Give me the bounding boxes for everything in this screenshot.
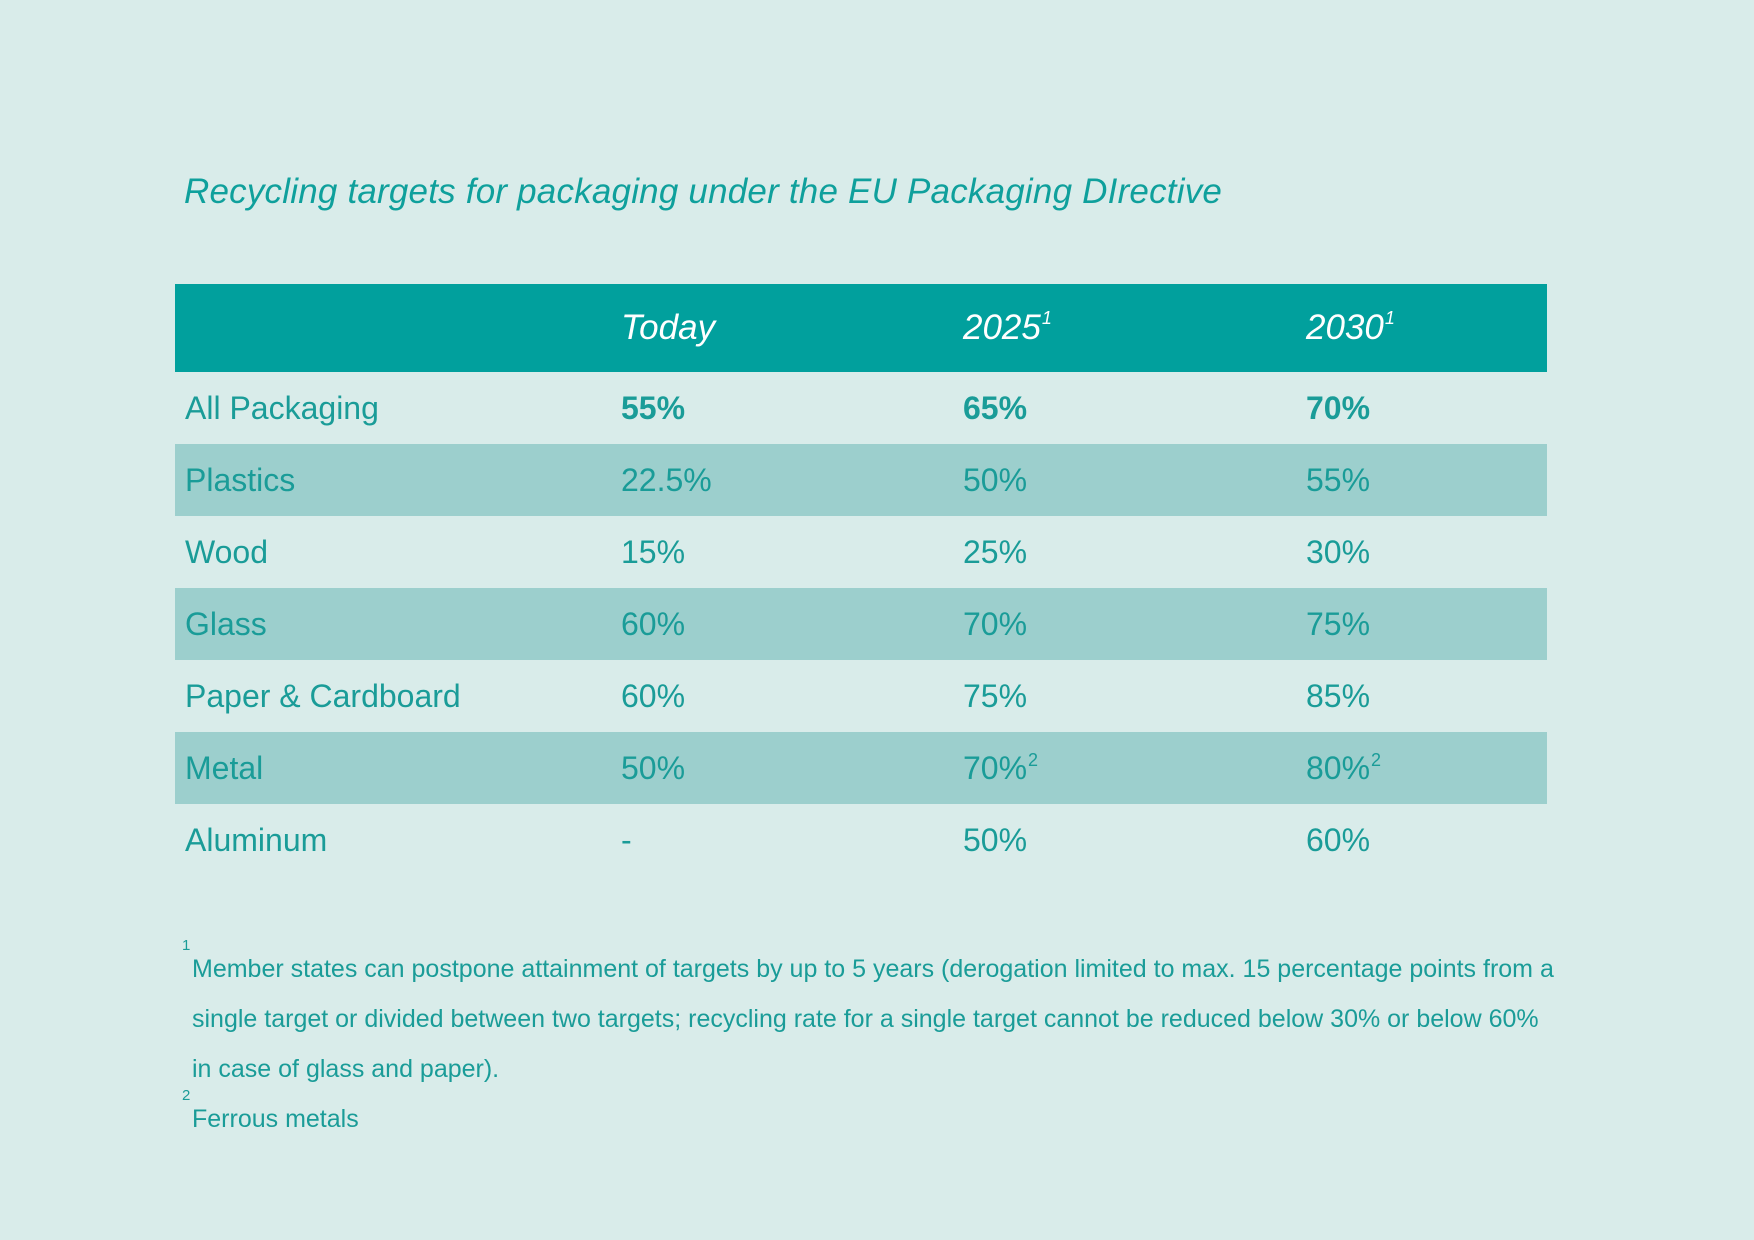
target-2030-cell: 30%: [1306, 533, 1371, 570]
today-cell: 55%: [621, 389, 686, 426]
today-cell: 50%: [621, 749, 686, 786]
target-2025-cell: 70% 2: [963, 749, 1039, 786]
target-2025-cell: 50%: [963, 821, 1028, 858]
today-cell: -: [621, 821, 632, 858]
table-header-row: Today 2025 1 2030 1: [175, 284, 1547, 372]
material-cell: Aluminum: [185, 821, 328, 858]
footnote-ref: 2: [1371, 750, 1382, 770]
today-cell: 60%: [621, 677, 686, 714]
target-2030-cell: 80% 2: [1306, 749, 1382, 786]
target-2025-cell: 25%: [963, 533, 1028, 570]
header-cell-2025: 2025 1: [963, 308, 1052, 347]
footnote-mark: 2: [182, 1087, 191, 1104]
target-2030-cell: 55%: [1306, 461, 1371, 498]
footnote-ref: 2: [1028, 750, 1039, 770]
table-row: Paper & Cardboard 60% 75% 85%: [175, 660, 1547, 732]
table-row: Wood 15% 25% 30%: [175, 516, 1547, 588]
table-title: Recycling targets for packaging under th…: [184, 172, 1223, 211]
footnote-1: 1 Member states can postpone attainment …: [182, 938, 1562, 1094]
table-row: Metal 50% 70% 2 80% 2: [175, 732, 1547, 804]
today-cell: 15%: [621, 533, 686, 570]
table-row: Glass 60% 70% 75%: [175, 588, 1547, 660]
today-cell: 60%: [621, 605, 686, 642]
today-cell: 22.5%: [621, 461, 712, 498]
footnotes: 1 Member states can postpone attainment …: [182, 938, 1562, 1144]
target-2030-cell: 85%: [1306, 677, 1371, 714]
material-cell: Glass: [185, 605, 267, 642]
footnote-ref: 1: [1041, 308, 1052, 328]
target-2025-cell: 50%: [963, 461, 1028, 498]
recycling-targets-table: Today 2025 1 2030 1 All Packaging 55% 65% …: [175, 284, 1547, 876]
footnote-text: Ferrous metals: [192, 1105, 359, 1133]
material-cell: Wood: [185, 533, 269, 570]
table-row: Plastics 22.5% 50% 55%: [175, 444, 1547, 516]
target-2030-cell: 60%: [1306, 821, 1371, 858]
footnote-mark: 1: [182, 937, 191, 954]
material-cell: Metal: [185, 749, 264, 786]
footnote-ref: 1: [1384, 308, 1395, 328]
table-row: Aluminum - 50% 60%: [175, 804, 1547, 876]
target-2025-cell: 70%: [963, 605, 1028, 642]
material-cell: Paper & Cardboard: [185, 677, 461, 714]
material-cell: All Packaging: [185, 389, 379, 426]
header-cell-2030: 2030 1: [1306, 308, 1395, 347]
footnote-text: Member states can postpone attainment of…: [192, 955, 1554, 1083]
target-2030-cell: 70%: [1306, 389, 1371, 426]
target-2030-cell: 75%: [1306, 605, 1371, 642]
target-2025-cell: 65%: [963, 389, 1028, 426]
table-row: All Packaging 55% 65% 70%: [175, 372, 1547, 444]
footnote-2: 2 Ferrous metals: [182, 1088, 1562, 1144]
material-cell: Plastics: [185, 461, 296, 498]
header-cell-today: Today: [621, 308, 716, 347]
target-2025-cell: 75%: [963, 677, 1028, 714]
